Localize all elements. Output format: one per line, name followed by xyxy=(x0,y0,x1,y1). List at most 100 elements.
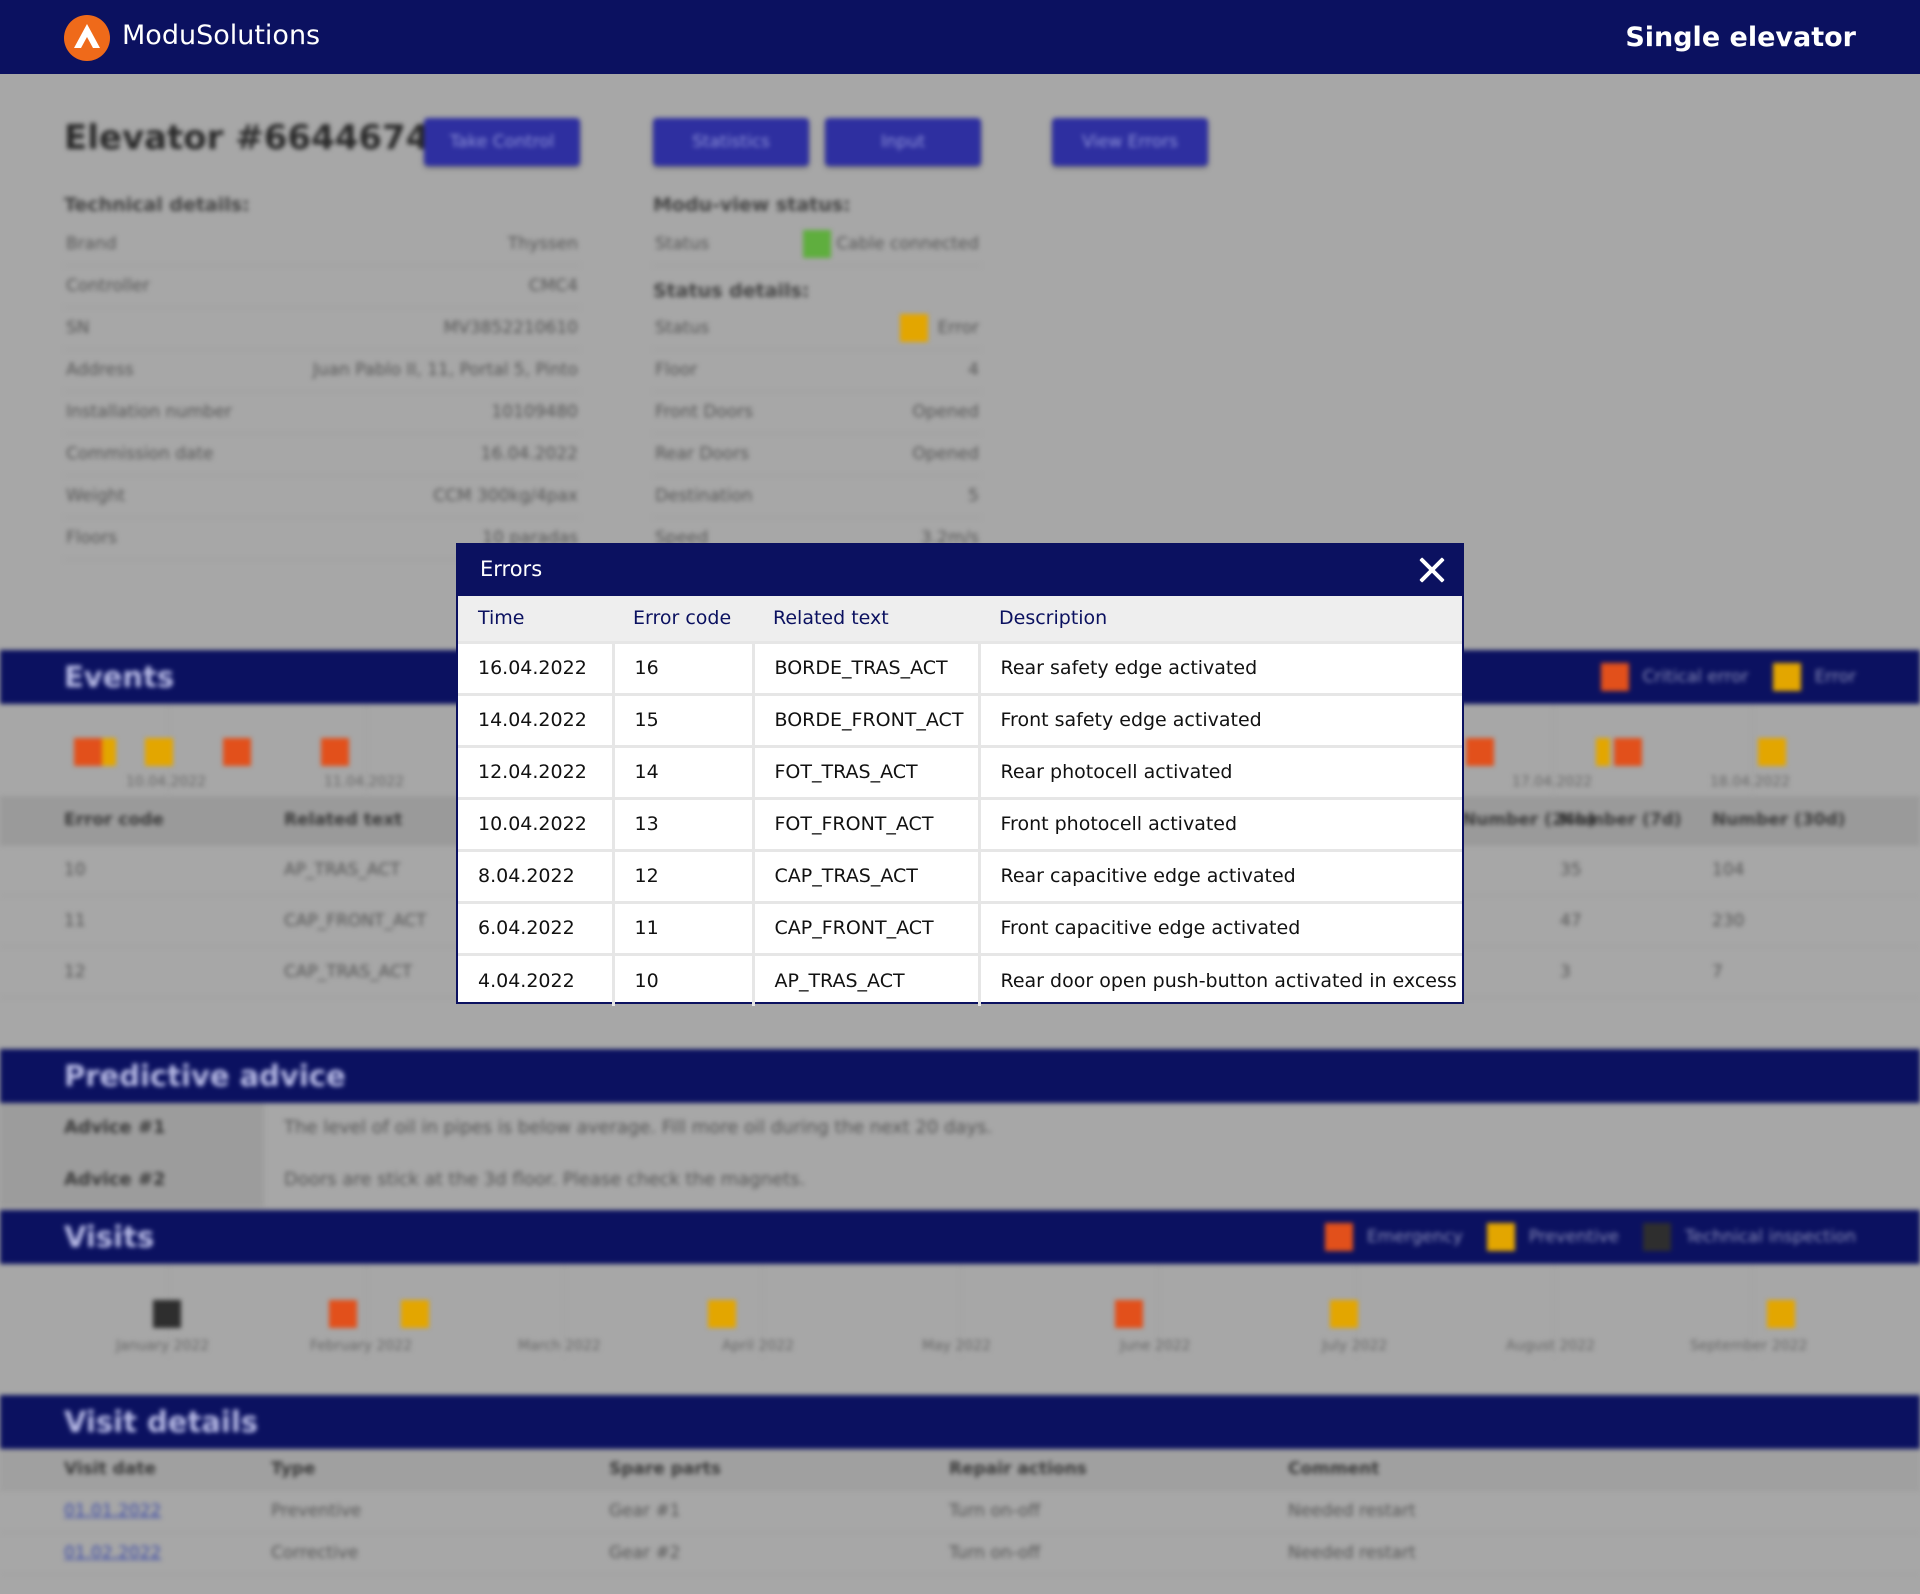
event-count-30d: 104 xyxy=(1712,860,1745,880)
col-error-code: Error code xyxy=(613,596,753,642)
status-value: Opened xyxy=(912,444,979,464)
error-code: 15 xyxy=(613,692,755,746)
detail-value: 10109480 xyxy=(491,402,578,422)
take-control-button[interactable]: Take Control xyxy=(424,118,580,166)
event-marker[interactable] xyxy=(1596,738,1610,766)
detail-label: SN xyxy=(66,318,90,338)
visit-marker[interactable] xyxy=(401,1300,429,1328)
error-code: 16 xyxy=(613,640,755,694)
error-time: 12.04.2022 xyxy=(458,744,615,798)
col-number-7d: Number (7d) xyxy=(1560,810,1682,830)
advice-text: The level of oil in pipes is below avera… xyxy=(284,1117,993,1138)
events-date-label: 18.04.2022 xyxy=(1710,774,1791,790)
visit-spare-parts: Gear #2 xyxy=(609,1543,681,1563)
detail-value: Juan Pablo II, 11, Portal 5, Pinto xyxy=(312,360,578,380)
modu-status-label: Status xyxy=(655,234,710,254)
event-marker[interactable] xyxy=(74,738,102,766)
detail-label: Weight xyxy=(66,486,126,506)
visit-month-label: September 2022 xyxy=(1690,1338,1808,1354)
technical-details-heading: Technical details: xyxy=(64,194,250,216)
visit-date-link[interactable]: 01.01.2022 xyxy=(64,1501,162,1521)
legend-preventive: Preventive xyxy=(1528,1227,1620,1247)
detail-label: Installation number xyxy=(66,402,232,422)
technical-detail-row: Controller CMC4 xyxy=(64,266,580,308)
event-count-7d: 3 xyxy=(1560,962,1571,982)
view-errors-button[interactable]: View Errors xyxy=(1052,118,1208,166)
error-description: Front safety edge activated xyxy=(979,692,1462,746)
event-marker[interactable] xyxy=(145,738,173,766)
status-value: 4 xyxy=(968,360,979,380)
technical-detail-row: Installation number 10109480 xyxy=(64,392,580,434)
visit-comment: Needed restart xyxy=(1288,1501,1416,1521)
detail-label: Address xyxy=(66,360,134,380)
visit-spare-parts: Gear #1 xyxy=(609,1501,681,1521)
status-indicator xyxy=(899,314,928,342)
visit-marker[interactable] xyxy=(329,1300,357,1328)
visit-month-label: August 2022 xyxy=(1506,1338,1596,1354)
predictive-advice-header: Predictive advice xyxy=(0,1049,1920,1103)
visit-details-row: 01.02.2022 Corrective Gear #2 Turn on-off Ne… xyxy=(0,1533,1920,1575)
event-code: 11 xyxy=(64,911,86,931)
event-marker[interactable] xyxy=(102,738,116,766)
errors-modal-header: Errors xyxy=(458,545,1462,596)
event-count-30d: 230 xyxy=(1712,911,1745,931)
event-marker[interactable] xyxy=(1614,738,1642,766)
legend-swatch-error xyxy=(1772,663,1801,691)
event-related-text: CAP_FRONT_ACT xyxy=(284,911,427,931)
modu-view-heading: Modu-view status: xyxy=(653,194,851,216)
visit-marker[interactable] xyxy=(1767,1300,1795,1328)
col-type: Type xyxy=(271,1459,316,1479)
top-bar: ModuSolutions Single elevator xyxy=(0,0,1920,74)
visit-date-link[interactable]: 01.02.2022 xyxy=(64,1543,162,1563)
visits-timeline: January 2022 February 2022 March 2022 Ap… xyxy=(0,1264,1920,1356)
advice-label: Advice #2 xyxy=(64,1169,166,1190)
legend-swatch-critical xyxy=(1600,663,1629,691)
page-label: Single elevator xyxy=(1625,22,1856,53)
errors-table: Time Error code Related text Description… xyxy=(458,596,1462,1006)
detail-label: Commission date xyxy=(66,444,214,464)
event-marker[interactable] xyxy=(223,738,251,766)
col-spare-parts: Spare parts xyxy=(609,1459,721,1479)
legend-error: Error xyxy=(1814,667,1856,687)
detail-label: Floors xyxy=(66,528,118,548)
events-date-label: 17.04.2022 xyxy=(1512,774,1593,790)
error-description: Front photocell activated xyxy=(979,796,1462,850)
error-row: 6.04.2022 11 CAP_FRONT_ACT Front capacitive… xyxy=(458,900,1462,954)
status-label: Status xyxy=(655,318,710,338)
event-marker[interactable] xyxy=(1466,738,1494,766)
status-value: Opened xyxy=(912,402,979,422)
status-indicator xyxy=(802,230,831,258)
event-marker[interactable] xyxy=(321,738,349,766)
col-repair-actions: Repair actions xyxy=(949,1459,1087,1479)
technical-detail-row: Brand Thyssen xyxy=(64,224,580,266)
visit-marker[interactable] xyxy=(1115,1300,1143,1328)
error-description: Rear door open push-button activated in … xyxy=(979,952,1462,1006)
error-time: 4.04.2022 xyxy=(458,952,615,1006)
error-time: 8.04.2022 xyxy=(458,848,615,902)
advice-label: Advice #1 xyxy=(64,1117,166,1138)
elevator-title: Elevator #66446743 xyxy=(64,118,454,158)
technical-detail-row: Weight CCM 300kg/4pax xyxy=(64,476,580,518)
visit-marker[interactable] xyxy=(153,1300,181,1328)
statistics-button[interactable]: Statistics xyxy=(653,118,809,166)
visit-marker[interactable] xyxy=(708,1300,736,1328)
status-detail-row: Destination 5 xyxy=(653,476,981,518)
input-button[interactable]: Input xyxy=(825,118,981,166)
error-row: 4.04.2022 10 AP_TRAS_ACT Rear door open pus… xyxy=(458,952,1462,1006)
visit-type: Preventive xyxy=(271,1501,362,1521)
event-marker[interactable] xyxy=(1758,738,1786,766)
visit-details-table-header: Visit date Type Spare parts Repair actio… xyxy=(0,1449,1920,1491)
error-time: 10.04.2022 xyxy=(458,796,615,850)
error-row: 16.04.2022 16 BORDE_TRAS_ACT Rear safety ed… xyxy=(458,640,1462,694)
status-detail-row: Rear Doors Opened xyxy=(653,434,981,476)
close-icon[interactable] xyxy=(1416,554,1448,586)
event-code: 10 xyxy=(64,860,86,880)
visit-month-label: March 2022 xyxy=(518,1338,601,1354)
error-related-text: AP_TRAS_ACT xyxy=(753,952,981,1006)
error-related-text: BORDE_FRONT_ACT xyxy=(753,692,981,746)
error-row: 10.04.2022 13 FOT_FRONT_ACT Front photocell… xyxy=(458,796,1462,850)
events-title: Events xyxy=(64,660,175,694)
legend-critical-error: Critical error xyxy=(1642,667,1749,687)
error-time: 6.04.2022 xyxy=(458,900,615,954)
visit-marker[interactable] xyxy=(1330,1300,1358,1328)
